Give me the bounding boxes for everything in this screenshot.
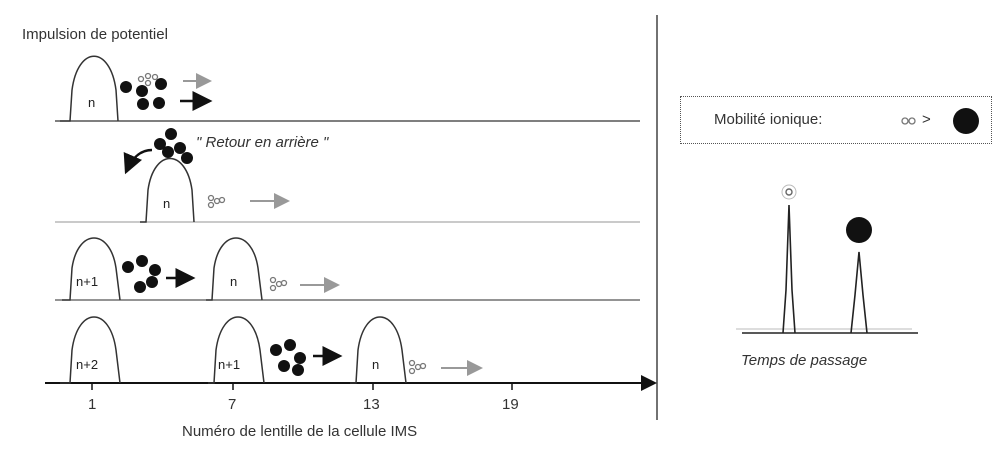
pulse-row4-a <box>60 316 121 384</box>
ions-large-row3 <box>122 255 161 293</box>
x-tick-label-7: 7 <box>228 396 237 413</box>
pulse-row3-a <box>62 237 121 301</box>
x-tick-label-19: 19 <box>502 396 519 413</box>
legend-label: Mobilité ionique: <box>714 111 823 128</box>
spectrum-xlabel: Temps de passage <box>741 352 868 369</box>
pulse-row4-c <box>350 316 407 384</box>
ions-large-row4 <box>270 339 306 376</box>
x-tick-label-1: 1 <box>88 396 97 413</box>
retour-annotation: " Retour en arrière " <box>196 134 329 151</box>
legend-box <box>680 96 992 144</box>
peak-label-row4-n2: n+2 <box>76 357 99 372</box>
legend-comparator: > <box>922 111 931 128</box>
legend-small-ion-icon <box>901 117 916 125</box>
ions-large-row1 <box>120 78 167 110</box>
peak-label-row4-n: n <box>372 357 380 372</box>
peak-label-row1-n: n <box>88 95 96 110</box>
arrow-back-curved <box>123 148 153 175</box>
peak-label-row3-n: n <box>230 274 238 289</box>
spectrum-peak-large <box>850 251 868 334</box>
x-tick-label-13: 13 <box>363 396 380 413</box>
spectrum-large-ion-icon <box>846 217 872 243</box>
pulse-row3-b <box>206 237 263 301</box>
ions-small-row4 <box>408 359 427 375</box>
pulse-row4-b <box>208 316 265 384</box>
pulse-row2 <box>140 158 195 223</box>
ions-small-row2 <box>207 194 226 209</box>
title: Impulsion de potentiel <box>22 26 168 43</box>
ions-small-row3 <box>269 276 288 292</box>
spectrum-small-ion-icon <box>781 184 797 200</box>
ions-large-row2 <box>154 128 193 164</box>
peak-label-row3-n1: n+1 <box>76 274 99 289</box>
peak-label-row4-n1: n+1 <box>218 357 241 372</box>
ions-small-row1 <box>137 72 159 87</box>
pulse-row1 <box>60 55 119 122</box>
x-axis-label: Numéro de lentille de la cellule IMS <box>182 423 418 440</box>
legend-large-ion-icon <box>953 108 979 134</box>
peak-label-row2-n: n <box>163 196 171 211</box>
spectrum-peak-small <box>782 204 796 334</box>
